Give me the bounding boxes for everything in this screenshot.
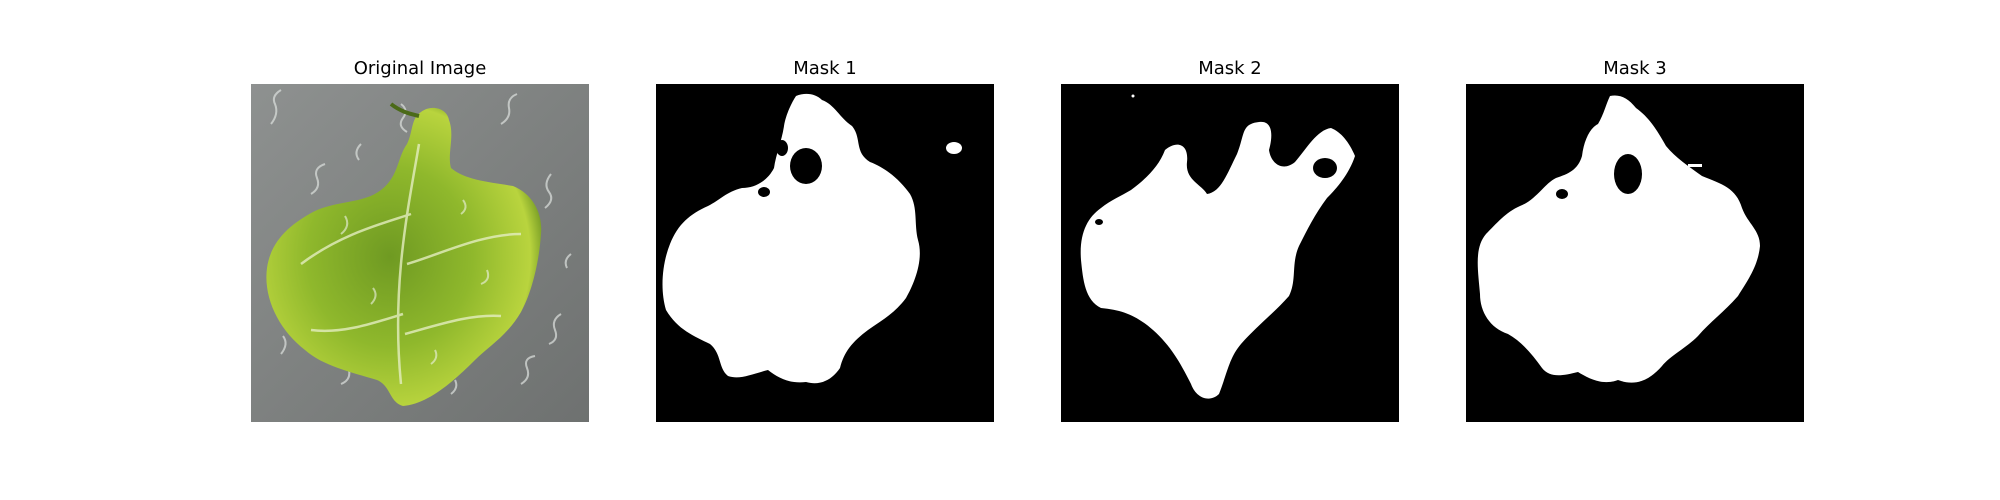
original-image-panel: Original Image bbox=[251, 56, 589, 422]
leaf-photo bbox=[251, 84, 589, 422]
mask-1-panel: Mask 1 bbox=[656, 56, 994, 422]
panel-title: Mask 1 bbox=[793, 58, 857, 79]
panel-title: Original Image bbox=[353, 58, 487, 79]
panel-title: Mask 3 bbox=[1603, 58, 1667, 79]
panel-title: Mask 2 bbox=[1198, 58, 1262, 79]
mask-2-panel: Mask 2 bbox=[1061, 56, 1399, 422]
segmentation-mask-2 bbox=[1061, 84, 1399, 422]
mask-3-panel: Mask 3 bbox=[1466, 56, 1804, 422]
segmentation-mask-3 bbox=[1466, 84, 1804, 422]
segmentation-mask-1 bbox=[656, 84, 994, 422]
